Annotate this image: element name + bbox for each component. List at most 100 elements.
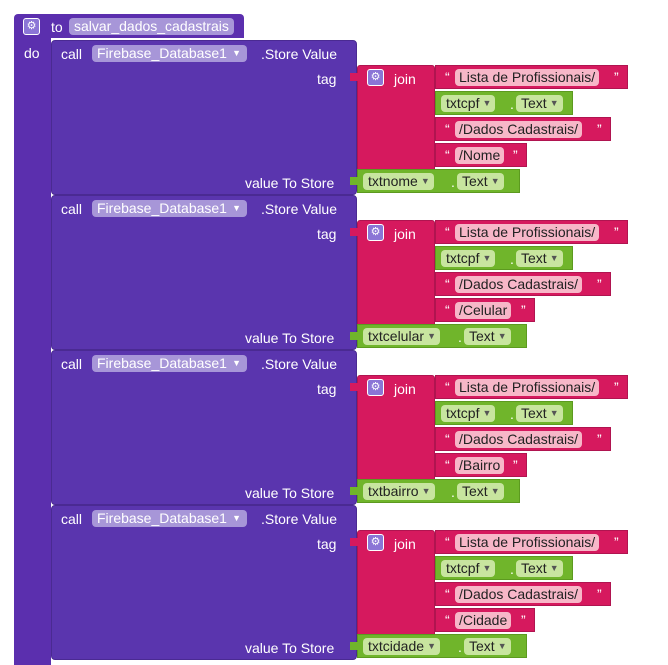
property-name: Text [521,405,547,421]
dot-separator: . [451,484,455,500]
text-block[interactable]: “ /Cidade ” [435,608,535,632]
text-value[interactable]: /Celular [455,302,512,319]
component-dropdown[interactable]: txtnome ▼ [363,173,434,190]
text-block[interactable]: “ Lista de Profissionais/ ” [435,375,628,399]
component-dropdown[interactable]: Firebase_Database1 ▼ [92,355,247,372]
text-block[interactable]: “ /Dados Cadastrais/ ” [435,117,611,141]
dropdown-arrow-icon: ▼ [482,98,492,108]
text-value[interactable]: /Nome [455,147,505,164]
text-block[interactable]: “ /Dados Cadastrais/ ” [435,427,611,451]
close-quote: ” [614,379,619,395]
gear-icon[interactable]: ⚙ [367,224,384,241]
text-block[interactable]: “ /Dados Cadastrais/ ” [435,272,611,296]
close-quote: ” [597,431,602,447]
property-dropdown[interactable]: Text ▼ [464,328,511,345]
dropdown-arrow-icon: ▼ [549,98,559,108]
method-label: .Store Value [261,201,338,217]
text-block[interactable]: “ /Nome ” [435,143,527,167]
component-dropdown[interactable]: txtcpf ▼ [441,405,496,422]
open-quote: “ [445,379,450,395]
value-component-block[interactable]: txtnome ▼ . Text ▼ [357,169,520,193]
component-name: txtcpf [446,250,480,266]
dot-separator: . [458,329,462,345]
text-value[interactable]: Lista de Profissionais/ [455,379,600,396]
text-value[interactable]: Lista de Profissionais/ [455,534,600,551]
property-dropdown[interactable]: Text ▼ [516,250,563,267]
text-block[interactable]: “ Lista de Profissionais/ ” [435,530,628,554]
value-component-block[interactable]: txtbairro ▼ . Text ▼ [357,479,520,503]
text-value[interactable]: /Dados Cadastrais/ [455,586,583,603]
text-block[interactable]: “ /Celular ” [435,298,535,322]
component-dropdown[interactable]: Firebase_Database1 ▼ [92,510,247,527]
text-value[interactable]: Lista de Profissionais/ [455,224,600,241]
open-quote: “ [445,276,450,292]
component-dropdown[interactable]: Firebase_Database1 ▼ [92,200,247,217]
component-dropdown[interactable]: txtcpf ▼ [441,95,496,112]
gear-icon[interactable]: ⚙ [367,69,384,86]
join-connector [350,538,358,546]
dropdown-arrow-icon: ▼ [232,48,241,58]
text-value[interactable]: /Dados Cadastrais/ [455,276,583,293]
dropdown-arrow-icon: ▼ [421,486,431,496]
property-name: Text [521,250,547,266]
property-dropdown[interactable]: Text ▼ [516,560,563,577]
property-dropdown[interactable]: Text ▼ [516,95,563,112]
call-block[interactable] [51,195,357,350]
component-property-block[interactable]: txtcpf ▼ . Text ▼ [435,401,573,425]
text-block[interactable]: “ /Bairro ” [435,453,527,477]
component-dropdown[interactable]: Firebase_Database1 ▼ [92,45,247,62]
component-dropdown[interactable]: txtcidade ▼ [363,638,441,655]
dropdown-arrow-icon: ▼ [549,408,559,418]
property-dropdown[interactable]: Text ▼ [464,638,511,655]
component-property-block[interactable]: txtcpf ▼ . Text ▼ [435,556,573,580]
close-quote: ” [614,534,619,550]
join-label: join [394,536,416,552]
component-dropdown[interactable]: txtcpf ▼ [441,560,496,577]
component-property-block[interactable]: txtcpf ▼ . Text ▼ [435,246,573,270]
component-dropdown[interactable]: txtbairro ▼ [363,483,435,500]
join-label: join [394,381,416,397]
value-component-block[interactable]: txtcidade ▼ . Text ▼ [357,634,527,658]
component-property-block[interactable]: txtcpf ▼ . Text ▼ [435,91,573,115]
component-dropdown[interactable]: txtcelular ▼ [363,328,441,345]
property-dropdown[interactable]: Text ▼ [516,405,563,422]
gear-icon[interactable]: ⚙ [367,379,384,396]
text-value[interactable]: /Dados Cadastrais/ [455,431,583,448]
gear-icon[interactable]: ⚙ [367,534,384,551]
gear-icon[interactable]: ⚙ [23,18,40,35]
property-name: Text [521,560,547,576]
tag-label: tag [317,381,337,397]
dropdown-arrow-icon: ▼ [427,331,437,341]
property-dropdown[interactable]: Text ▼ [457,483,504,500]
value-component-block[interactable]: txtcelular ▼ . Text ▼ [357,324,527,348]
text-block[interactable]: “ Lista de Profissionais/ ” [435,220,628,244]
text-value[interactable]: Lista de Profissionais/ [455,69,600,86]
component-dropdown[interactable]: txtcpf ▼ [441,250,496,267]
text-block[interactable]: “ Lista de Profissionais/ ” [435,65,628,89]
dropdown-arrow-icon: ▼ [232,203,241,213]
text-value[interactable]: /Bairro [455,457,505,474]
text-block[interactable]: “ /Dados Cadastrais/ ” [435,582,611,606]
property-dropdown[interactable]: Text ▼ [457,173,504,190]
procedure-name[interactable]: salvar_dados_cadastrais [69,18,234,35]
close-quote: ” [513,457,518,473]
open-quote: “ [445,431,450,447]
join-connector [350,383,358,391]
text-value[interactable]: /Cidade [455,612,512,629]
component-name: txtcidade [368,638,425,654]
call-block[interactable] [51,505,357,660]
component-name: Firebase_Database1 [97,355,227,371]
text-value[interactable]: /Dados Cadastrais/ [455,121,583,138]
dropdown-arrow-icon: ▼ [549,253,559,263]
component-name: txtcpf [446,95,480,111]
value-connector [350,487,358,495]
component-name: txtcelular [368,328,425,344]
call-block[interactable] [51,40,357,195]
dropdown-arrow-icon: ▼ [490,176,500,186]
open-quote: “ [445,534,450,550]
dot-separator: . [458,639,462,655]
property-name: Text [469,328,495,344]
dropdown-arrow-icon: ▼ [482,253,492,263]
join-label: join [394,226,416,242]
call-block[interactable] [51,350,357,505]
